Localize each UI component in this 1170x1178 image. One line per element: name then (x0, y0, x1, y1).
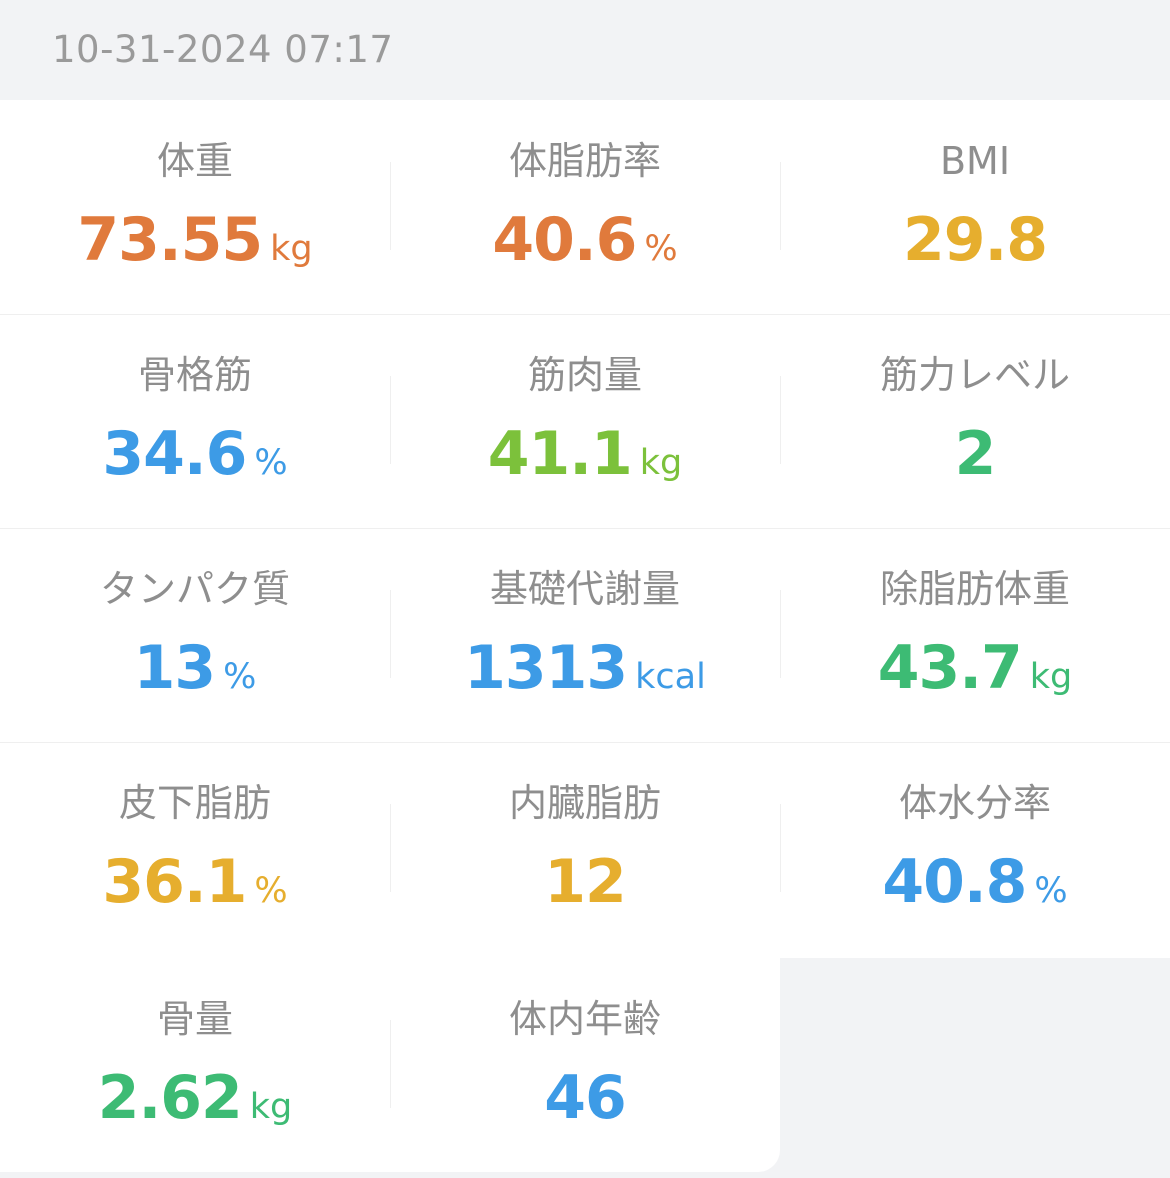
metric-label: BMI (939, 139, 1011, 183)
metric-value: 12 (544, 847, 626, 917)
metric-label: タンパク質 (99, 567, 290, 611)
metric-subcutaneous-fat[interactable]: 皮下脂肪 36.1% (0, 742, 390, 956)
row-divider (0, 528, 1170, 529)
metric-label: 筋肉量 (527, 353, 642, 397)
metric-label: 体水分率 (898, 781, 1051, 825)
metric-label: 体脂肪率 (508, 139, 661, 183)
metric-muscle-mass[interactable]: 筋肉量 41.1 kg (390, 314, 780, 528)
metric-value: 36.1 (102, 847, 247, 917)
metric-value-group: 36.1% (0, 842, 390, 937)
metric-label: 骨量 (156, 997, 233, 1041)
metric-unit: % (644, 229, 678, 269)
metric-value-group: 46 (390, 1058, 780, 1153)
column-divider (390, 590, 391, 678)
metric-label: 内臓脂肪 (508, 781, 661, 825)
metric-body-fat-rate[interactable]: 体脂肪率 40.6% (390, 100, 780, 314)
metric-value: 43.7 (877, 633, 1023, 703)
metric-unit: % (1034, 871, 1068, 911)
metric-strength-level[interactable]: 筋力レベル 2 (780, 314, 1170, 528)
metric-bone-mass[interactable]: 骨量 2.62 kg (0, 958, 390, 1172)
metric-value: 13 (133, 633, 216, 703)
metric-value: 2.62 (97, 1063, 243, 1133)
metric-value: 46 (544, 1063, 626, 1133)
metric-value: 41.1 (487, 419, 633, 489)
metric-value: 40.6 (492, 205, 637, 275)
metric-value-group: 1313 kcal (390, 628, 780, 723)
metric-body-age[interactable]: 体内年齢 46 (390, 958, 780, 1172)
metric-label: 体重 (156, 139, 233, 183)
metric-unit: % (254, 443, 288, 483)
metric-label: 基礎代謝量 (489, 567, 680, 611)
metric-unit: % (223, 657, 257, 697)
metric-value-group: 34.6% (0, 414, 390, 509)
metric-lean-body-mass[interactable]: 除脂肪体重 43.7 kg (780, 528, 1170, 742)
column-divider (780, 804, 781, 892)
metric-label: 除脂肪体重 (879, 567, 1070, 611)
metric-bmi[interactable]: BMI 29.8 (780, 100, 1170, 314)
metric-label: 骨格筋 (137, 353, 252, 397)
metric-value: 34.6 (102, 419, 247, 489)
row-divider (0, 314, 1170, 315)
metric-unit: % (254, 871, 288, 911)
column-divider (390, 162, 391, 250)
metric-value: 40.8 (882, 847, 1027, 917)
metric-value-group: 29.8 (780, 200, 1170, 295)
metric-protein[interactable]: タンパク質 13% (0, 528, 390, 742)
metric-body-water-rate[interactable]: 体水分率 40.8% (780, 742, 1170, 956)
metric-value: 2 (954, 419, 997, 489)
metric-value-group: 2 (780, 414, 1170, 509)
metric-unit: kg (639, 443, 683, 483)
metrics-panel-last-row: 骨量 2.62 kg 体内年齢 46 (0, 958, 780, 1172)
column-divider (390, 1020, 391, 1108)
metric-value: 29.8 (902, 205, 1048, 275)
metric-value: 1313 (464, 633, 628, 703)
metric-basal-metabolism[interactable]: 基礎代謝量 1313 kcal (390, 528, 780, 742)
column-divider (780, 162, 781, 250)
metric-value-group: 40.8% (780, 842, 1170, 937)
record-header: 10-31-2024 07:17 (0, 0, 1170, 100)
metric-value-group: 12 (390, 842, 780, 937)
metric-value-group: 13% (0, 628, 390, 723)
metric-unit: kcal (635, 657, 706, 697)
metric-value-group: 2.62 kg (0, 1058, 390, 1153)
metric-skeletal-muscle[interactable]: 骨格筋 34.6% (0, 314, 390, 528)
metric-value: 73.55 (77, 205, 263, 275)
metric-value-group: 41.1 kg (390, 414, 780, 509)
column-divider (390, 804, 391, 892)
measurement-timestamp: 10-31-2024 07:17 (52, 28, 394, 71)
metric-unit: kg (249, 1087, 293, 1127)
metric-visceral-fat[interactable]: 内臓脂肪 12 (390, 742, 780, 956)
column-divider (390, 376, 391, 464)
metric-label: 体内年齢 (508, 997, 661, 1041)
metrics-panel: 体重 73.55 kg 体脂肪率 40.6% BMI 29.8 骨格筋 34.6%… (0, 100, 1170, 958)
metric-label: 皮下脂肪 (118, 781, 271, 825)
metric-weight[interactable]: 体重 73.55 kg (0, 100, 390, 314)
metric-value-group: 73.55 kg (0, 200, 390, 295)
metric-unit: kg (270, 229, 313, 269)
metric-unit: kg (1029, 657, 1073, 697)
metric-value-group: 40.6% (390, 200, 780, 295)
metric-label: 筋力レベル (879, 353, 1070, 397)
column-divider (780, 590, 781, 678)
row-divider (0, 742, 1170, 743)
column-divider (780, 376, 781, 464)
metric-value-group: 43.7 kg (780, 628, 1170, 723)
